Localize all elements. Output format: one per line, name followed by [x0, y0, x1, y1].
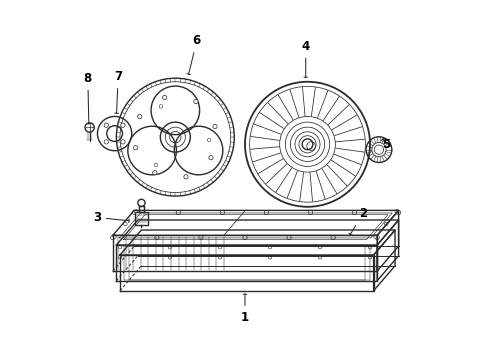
Circle shape [318, 246, 322, 249]
Circle shape [287, 235, 291, 240]
Circle shape [243, 235, 247, 240]
Text: 3: 3 [93, 211, 129, 224]
Circle shape [118, 255, 122, 259]
Circle shape [121, 140, 125, 144]
Circle shape [138, 114, 142, 119]
Circle shape [163, 95, 167, 100]
Circle shape [368, 255, 372, 259]
Circle shape [207, 138, 211, 142]
Circle shape [220, 210, 224, 215]
Circle shape [138, 199, 145, 206]
Circle shape [368, 246, 372, 249]
Circle shape [268, 246, 272, 249]
Circle shape [396, 210, 401, 215]
Circle shape [264, 210, 269, 215]
Circle shape [213, 124, 217, 129]
Text: 7: 7 [114, 70, 122, 113]
Circle shape [375, 235, 379, 240]
Polygon shape [120, 230, 395, 255]
Polygon shape [377, 210, 398, 271]
Circle shape [104, 140, 108, 144]
Text: 2: 2 [349, 207, 367, 235]
Polygon shape [120, 255, 373, 291]
Polygon shape [377, 220, 398, 281]
Circle shape [121, 123, 125, 127]
Circle shape [331, 235, 335, 240]
Circle shape [132, 210, 136, 215]
Circle shape [159, 105, 163, 108]
Circle shape [154, 163, 158, 167]
Text: 8: 8 [84, 72, 92, 124]
Polygon shape [113, 235, 377, 271]
Circle shape [352, 210, 357, 215]
Polygon shape [373, 230, 395, 291]
Circle shape [118, 246, 122, 249]
Circle shape [218, 255, 222, 259]
Circle shape [104, 123, 108, 127]
Text: 5: 5 [381, 138, 390, 151]
Circle shape [153, 171, 157, 175]
Circle shape [199, 235, 203, 240]
Circle shape [123, 222, 127, 226]
Circle shape [168, 255, 172, 259]
Circle shape [308, 210, 313, 215]
Circle shape [373, 235, 377, 238]
Circle shape [395, 210, 398, 213]
Polygon shape [117, 220, 398, 245]
Circle shape [218, 246, 222, 249]
Circle shape [209, 156, 213, 160]
Circle shape [184, 175, 188, 179]
Text: 6: 6 [187, 34, 201, 75]
Polygon shape [113, 210, 398, 235]
Circle shape [268, 255, 272, 259]
Circle shape [168, 246, 172, 249]
Circle shape [134, 210, 138, 213]
Circle shape [113, 235, 117, 238]
Text: 1: 1 [241, 294, 249, 324]
Circle shape [111, 235, 115, 240]
Circle shape [194, 99, 198, 104]
Bar [135, 212, 148, 225]
Polygon shape [117, 245, 377, 281]
Circle shape [133, 146, 138, 150]
Text: 4: 4 [302, 40, 310, 77]
Circle shape [318, 255, 322, 259]
Circle shape [155, 235, 159, 240]
Circle shape [176, 210, 180, 215]
Circle shape [384, 222, 388, 226]
